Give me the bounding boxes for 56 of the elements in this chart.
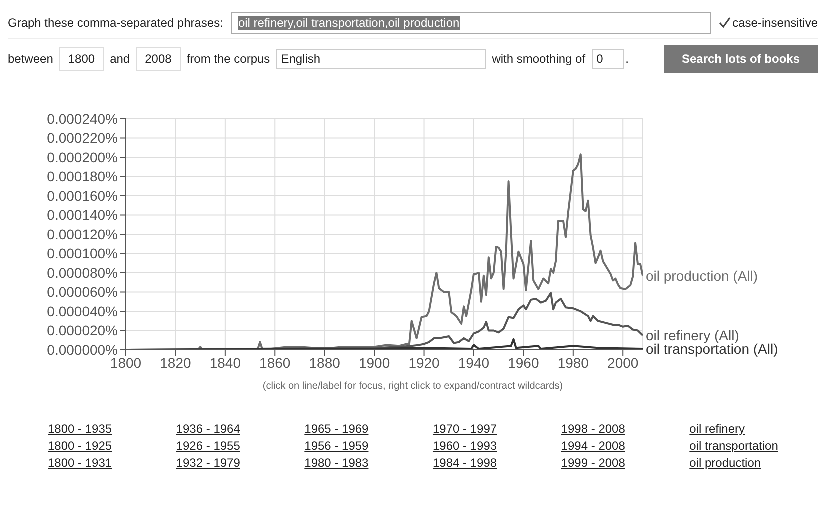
text: 1956 - 1959	[304, 439, 370, 453]
x-tick-label: 1980	[558, 354, 590, 371]
text: English	[276, 49, 486, 69]
text: 1800 - 1925	[48, 439, 114, 453]
text: oil production	[690, 456, 762, 470]
text: 1800 - 1935	[48, 422, 114, 436]
series-label: oil refinery (All)	[646, 328, 740, 344]
y-tick-label: 0.000220%	[47, 130, 118, 146]
text: (click on line/label for focus, right click to expand/contract wildcards)	[262, 381, 564, 392]
y-tick-label: 0.000080%	[47, 264, 118, 281]
text: between	[8, 52, 54, 66]
x-tick-label: 2000	[608, 354, 639, 371]
text: 1800 - 1931	[48, 456, 114, 470]
text: 1998 - 2008	[561, 422, 626, 436]
text: Graph these comma-separated phrases:	[8, 16, 224, 30]
text: 1800	[59, 47, 104, 71]
text: from the corpus	[186, 52, 270, 66]
text: case-insensitive	[732, 16, 818, 30]
series-label: oil production (All)	[646, 268, 758, 284]
y-tick-label: 0.000180%	[47, 168, 118, 185]
text: 1936 - 1964	[176, 422, 242, 436]
text: oil refinery,oil transportation,oil production	[238, 16, 460, 30]
y-tick-label: 0.000060%	[47, 284, 118, 300]
text: 1926 - 1955	[176, 439, 242, 453]
y-tick-label: 0.000240%	[47, 110, 118, 127]
text: oil refinery	[690, 422, 746, 436]
y-tick-label: 0.000020%	[47, 322, 118, 339]
text: 1970 - 1997	[432, 422, 498, 436]
y-tick-label: 0.000100%	[47, 246, 118, 262]
text: Search lots of books	[664, 45, 818, 73]
x-tick-label: 1960	[508, 354, 540, 371]
text: 1999 - 2008	[561, 456, 626, 470]
text: 2008	[136, 47, 181, 71]
text: with smoothing of	[492, 52, 586, 66]
text: 1994 - 2008	[561, 439, 626, 453]
text: 1932 - 1979	[176, 456, 242, 470]
x-tick-label: 1940	[458, 354, 490, 371]
x-tick-label: 1820	[160, 354, 192, 371]
text: 1984 - 1998	[432, 456, 498, 470]
y-tick-label: 0.000160%	[47, 188, 118, 204]
text: 1965 - 1969	[304, 422, 370, 436]
text: 1960 - 1993	[432, 439, 498, 453]
y-tick-label: 0.000200%	[47, 149, 118, 166]
y-tick-label: 0.000120%	[47, 226, 118, 242]
x-tick-label: 1920	[408, 354, 440, 371]
x-tick-label: 1900	[358, 354, 390, 371]
x-tick-label: 1840	[210, 354, 242, 371]
text: 0	[592, 49, 624, 69]
x-tick-label: 1880	[309, 354, 341, 371]
text: oil transportation	[690, 439, 780, 453]
text: 1980 - 1983	[304, 456, 370, 470]
text: .	[626, 52, 629, 66]
y-tick-label: 0.000040%	[47, 303, 118, 320]
text: and	[110, 52, 130, 66]
x-tick-label: 1860	[260, 354, 291, 371]
y-tick-label: 0.000140%	[47, 207, 118, 224]
